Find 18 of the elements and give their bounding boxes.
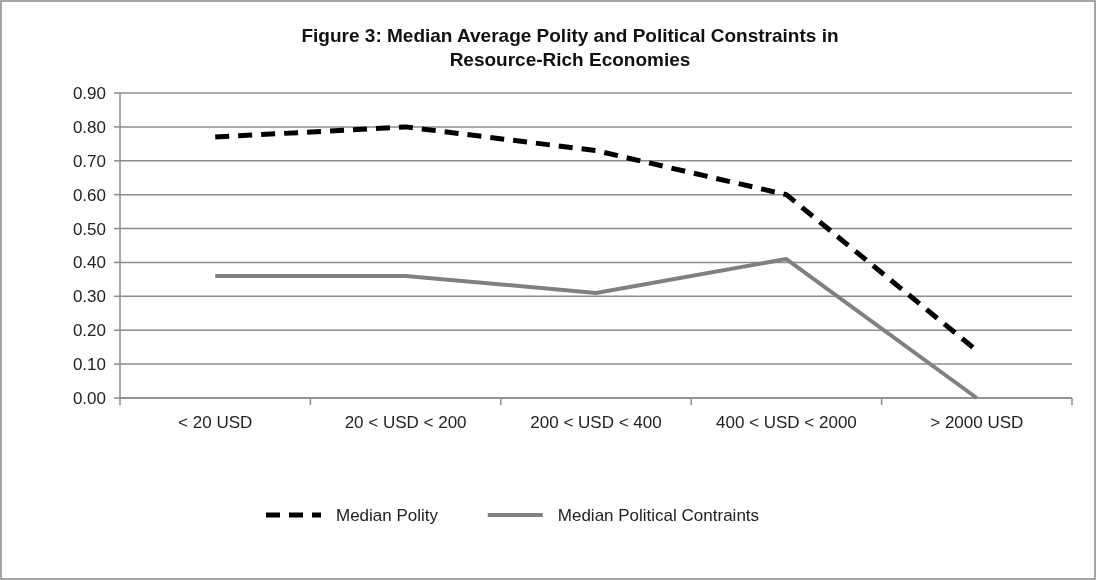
x-tick-label: 200 < USD < 400 [530, 413, 662, 432]
y-tick-label: 0.10 [72, 355, 106, 375]
legend-label: Median Political Contraints [557, 505, 760, 525]
x-tick-label: > 2000 USD [930, 413, 1024, 432]
chart-title: Figure 3: Median Average Polity and Political Constraints in Resource-Rich Economies [301, 25, 839, 70]
y-tick-label: 0.50 [72, 219, 106, 239]
y-tick-label: 0.40 [72, 253, 106, 273]
y-tick-label: 0.80 [72, 117, 106, 137]
x-tick-label: < 20 USD [178, 413, 253, 432]
y-tick-label: 0.90 [72, 83, 106, 103]
x-tick-label: 20 < USD < 200 [344, 413, 467, 432]
x-tick-label: 400 < USD < 2000 [715, 413, 857, 432]
y-tick-label: 0.30 [72, 287, 106, 307]
legend-label: Median Polity [336, 505, 439, 525]
y-tick-label: 0.70 [72, 151, 106, 171]
y-tick-label: 0.60 [72, 185, 106, 205]
y-tick-label: 0.00 [72, 388, 106, 408]
y-tick-label: 0.20 [72, 321, 106, 341]
